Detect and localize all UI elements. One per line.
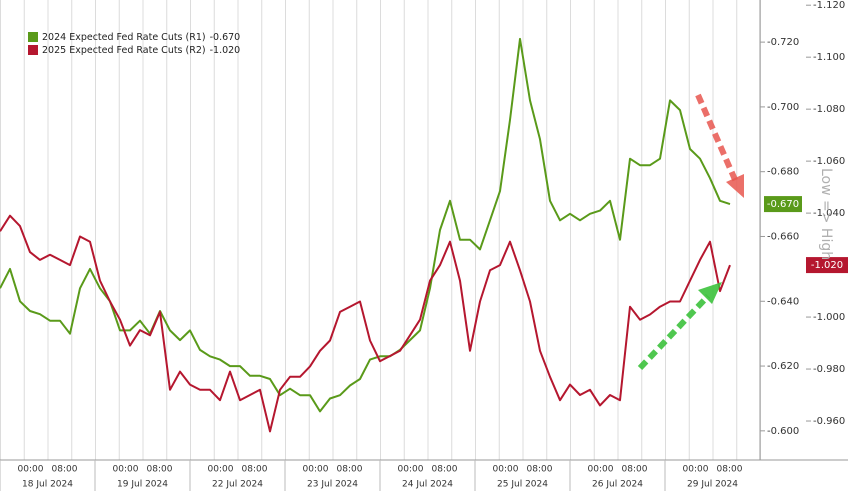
time-label: 00:00 <box>303 465 329 475</box>
time-label: 08:00 <box>622 465 648 475</box>
legend: 2024 Expected Fed Rate Cuts (R1) -0.67020… <box>28 32 240 56</box>
legend-name: 2025 Expected Fed Rate Cuts (R2) <box>42 45 206 56</box>
last-value-label: -1.020 <box>811 260 843 271</box>
y-tick-label: -0.680 <box>767 167 799 178</box>
y2-tick-label: -1.120 <box>813 0 845 11</box>
down-arrow-head <box>726 174 744 198</box>
up-arrow-head <box>698 282 722 304</box>
legend-swatch <box>28 45 38 55</box>
last-value-label: -0.670 <box>767 199 799 210</box>
y2-tick-label: -0.960 <box>813 416 845 427</box>
y-tick-label: -0.640 <box>767 296 799 307</box>
x-tick-label: 18 Jul 2024 <box>22 480 73 490</box>
y-tick-label: -0.720 <box>767 37 799 48</box>
time-label: 00:00 <box>683 465 709 475</box>
axis-annotation: Low => High <box>818 168 834 260</box>
time-label: 00:00 <box>113 465 139 475</box>
lines <box>0 37 731 433</box>
y-tick-label: -0.660 <box>767 231 799 242</box>
time-label: 00:00 <box>493 465 519 475</box>
time-label: 00:00 <box>398 465 424 475</box>
time-label: 08:00 <box>432 465 458 475</box>
series-line <box>0 37 731 413</box>
y-tick-label: -0.620 <box>767 361 799 372</box>
legend-name: 2024 Expected Fed Rate Cuts (R1) <box>42 32 206 43</box>
y2-tick-label: -1.080 <box>813 104 845 115</box>
down-arrow <box>695 93 739 184</box>
legend-value: -0.670 <box>210 32 241 43</box>
time-label: 00:00 <box>208 465 234 475</box>
x-tick-label: 25 Jul 2024 <box>497 480 548 490</box>
time-label: 08:00 <box>337 465 363 475</box>
time-label: 08:00 <box>717 465 743 475</box>
y2-tick-label: -0.980 <box>813 364 845 375</box>
x-tick-label: 26 Jul 2024 <box>592 480 643 490</box>
y-tick-label: -0.600 <box>767 426 799 437</box>
y2-tick-label: -1.000 <box>813 312 845 323</box>
legend-label: 2024 Expected Fed Rate Cuts (R1) -0.670 <box>42 32 240 43</box>
x-tick-label: 19 Jul 2024 <box>117 480 168 490</box>
time-label: 08:00 <box>147 465 173 475</box>
last-value-box <box>806 257 848 274</box>
x-tick-label: 23 Jul 2024 <box>307 480 358 490</box>
up-arrow <box>637 293 711 371</box>
time-label: 08:00 <box>242 465 268 475</box>
x-tick-label: 29 Jul 2024 <box>687 480 738 490</box>
grid <box>0 0 761 460</box>
time-label: 00:00 <box>18 465 44 475</box>
time-label: 08:00 <box>52 465 78 475</box>
time-label: 00:00 <box>588 465 614 475</box>
x-tick-label: 22 Jul 2024 <box>212 480 263 490</box>
legend-value: -1.020 <box>210 45 241 56</box>
time-label: 08:00 <box>527 465 553 475</box>
series-line <box>0 214 731 433</box>
y-tick-label: -0.700 <box>767 102 799 113</box>
last-value-box <box>764 196 802 213</box>
x-tick-label: 24 Jul 2024 <box>402 480 453 490</box>
legend-swatch <box>28 32 38 42</box>
y2-tick-label: -1.040 <box>813 208 845 219</box>
legend-label: 2025 Expected Fed Rate Cuts (R2) -1.020 <box>42 45 240 56</box>
y2-tick-label: -1.100 <box>813 52 845 63</box>
y2-tick-label: -1.060 <box>813 156 845 167</box>
